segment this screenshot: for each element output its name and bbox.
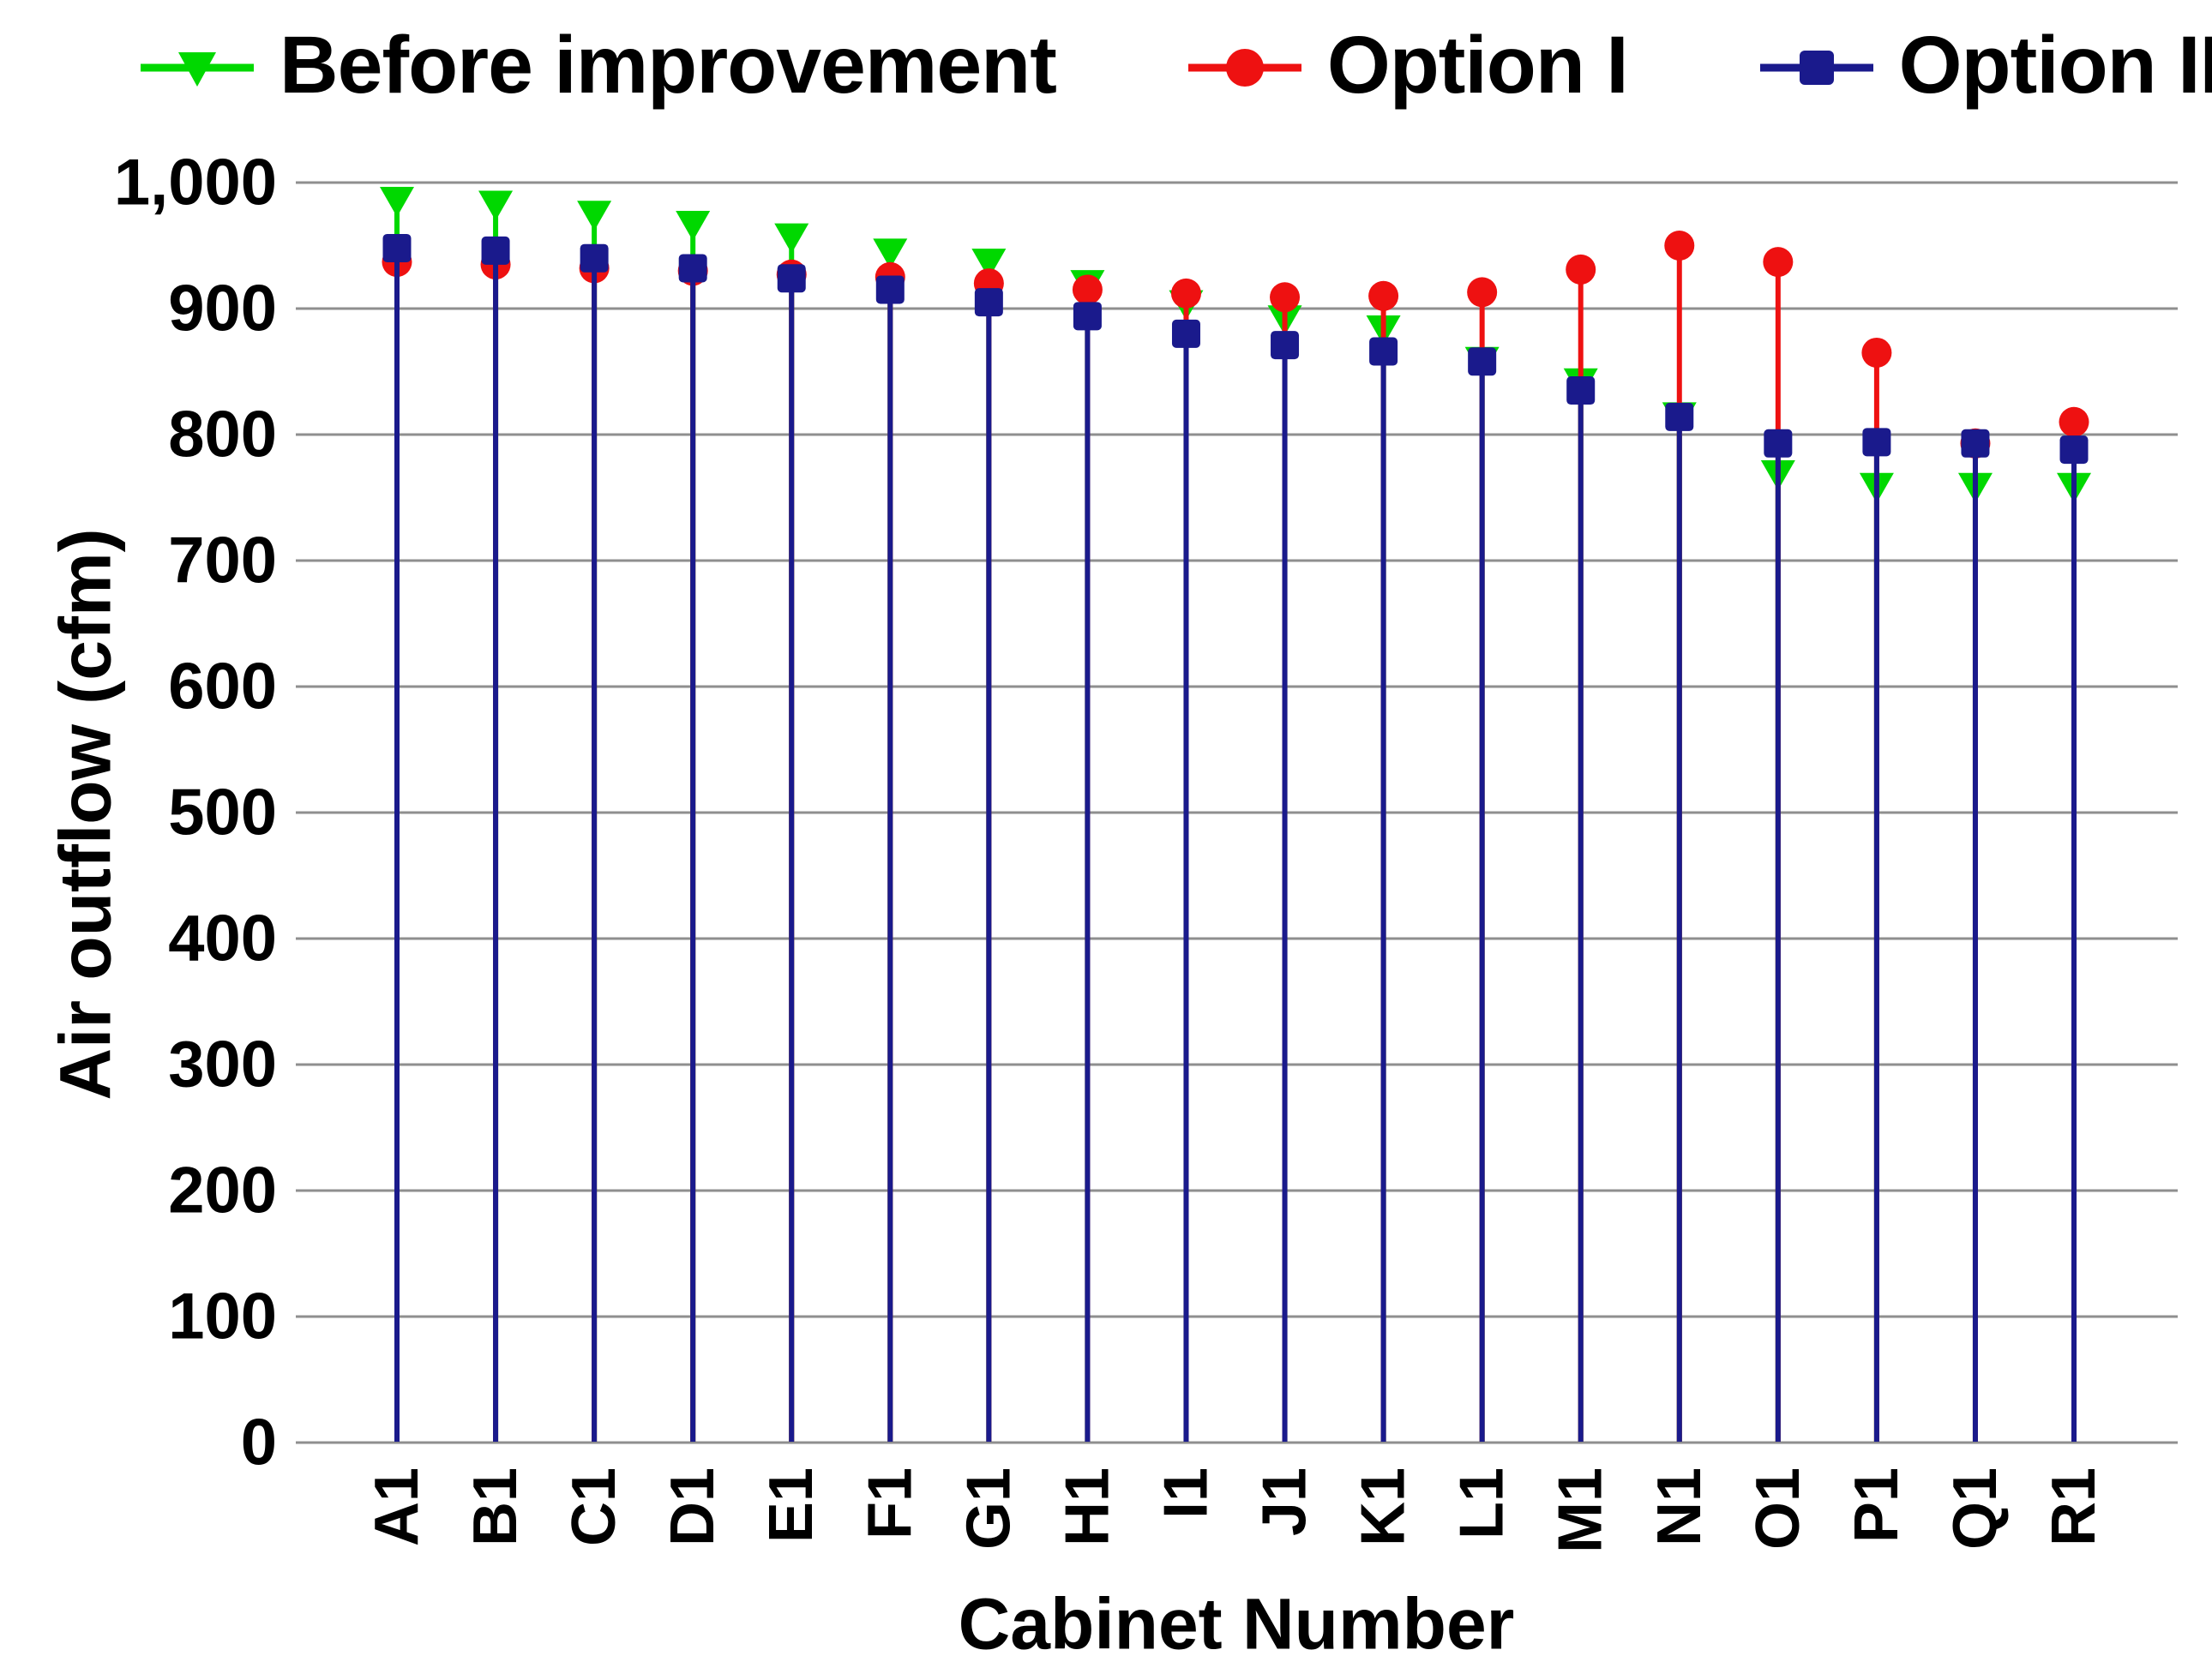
- y-tick-label: 500: [168, 777, 277, 849]
- y-tick-labels: 0 100 200 300 400 500 600 700 800 900 1,000: [114, 147, 277, 1479]
- y-tick-label: 900: [168, 273, 277, 345]
- x-category-labels: A1 B1 C1 D1 E1 F1 G1 H1 I1 J1 K1 L1 M1 N1 O1 P1 Q1 R1: [363, 1467, 2108, 1553]
- circle-icon: [1225, 48, 1264, 87]
- x-category-label: M1: [1547, 1467, 1615, 1553]
- data-point-marker: [1271, 331, 1300, 360]
- data-point-marker: [777, 264, 806, 293]
- x-category-label: N1: [1645, 1467, 1714, 1546]
- series-option-ii: [382, 233, 2089, 1442]
- x-category-label: B1: [461, 1467, 530, 1546]
- y-tick-label: 0: [241, 1407, 277, 1479]
- data-point-marker: [1171, 319, 1200, 348]
- data-point-marker: [1764, 429, 1793, 458]
- x-category-label: Q1: [1941, 1467, 2010, 1550]
- data-point-marker: [1566, 254, 1596, 285]
- x-category-label: P1: [1842, 1467, 1911, 1543]
- data-point-marker: [1270, 282, 1301, 313]
- x-axis-title: Cabinet Number: [958, 1583, 1515, 1665]
- data-point-marker: [974, 288, 1003, 317]
- data-point-marker: [1073, 302, 1102, 331]
- x-category-label: R1: [2040, 1467, 2108, 1546]
- series-before-improvement: [380, 187, 2092, 1442]
- x-category-label: D1: [658, 1467, 727, 1546]
- triangle-down-icon: [178, 51, 216, 87]
- x-category-label: L1: [1448, 1467, 1517, 1539]
- data-point-marker: [577, 201, 612, 231]
- data-point-marker: [580, 243, 609, 273]
- data-point-marker: [875, 275, 905, 304]
- data-point-marker: [2059, 435, 2089, 465]
- x-category-label: E1: [757, 1467, 826, 1543]
- data-point-marker: [1861, 337, 1892, 368]
- data-point-marker: [1368, 280, 1399, 311]
- data-point-marker: [382, 233, 412, 262]
- data-point-marker: [481, 236, 510, 265]
- legend-label: Before improvement: [280, 20, 1057, 111]
- data-point-marker: [380, 187, 414, 218]
- data-point-marker: [2059, 406, 2089, 437]
- y-tick-label: 400: [168, 903, 277, 975]
- legend-label: Option I: [1326, 20, 1629, 111]
- data-point-marker: [774, 223, 809, 254]
- data-point-marker: [1664, 231, 1695, 261]
- chart-legend: Before improvement Option I Option II: [137, 19, 2212, 112]
- y-tick-label: 200: [168, 1155, 277, 1227]
- x-category-label: K1: [1349, 1467, 1418, 1546]
- data-point-marker: [1468, 347, 1497, 376]
- data-point-marker: [1072, 274, 1103, 305]
- y-tick-label: 600: [168, 651, 277, 723]
- data-point-marker: [678, 254, 707, 283]
- circle-legend-marker-icon: [1187, 48, 1301, 87]
- data-point-marker: [1566, 376, 1596, 405]
- data-point-marker: [1665, 402, 1694, 431]
- square-legend-marker-icon: [1759, 50, 1873, 85]
- y-tick-label: 1,000: [114, 147, 277, 219]
- x-category-label: C1: [560, 1467, 628, 1546]
- x-category-label: F1: [856, 1467, 924, 1539]
- triangle-down-legend-marker-icon: [141, 51, 254, 87]
- y-tick-label: 100: [168, 1281, 277, 1353]
- x-category-label: H1: [1053, 1467, 1121, 1546]
- y-tick-label: 300: [168, 1029, 277, 1101]
- data-point-marker: [1369, 337, 1398, 366]
- data-point-marker: [1961, 429, 1990, 458]
- x-category-label: J1: [1251, 1467, 1319, 1536]
- legend-item: Option II: [1757, 19, 2212, 112]
- x-category-label: O1: [1744, 1467, 1812, 1550]
- legend-label: Option II: [1898, 20, 2212, 111]
- square-icon: [1799, 50, 1834, 85]
- x-category-label: G1: [954, 1467, 1023, 1550]
- data-point-marker: [478, 190, 514, 221]
- x-category-label: I1: [1151, 1467, 1220, 1519]
- series-option-i: [382, 231, 2089, 1442]
- legend-item: Option I: [1185, 19, 1629, 112]
- gridlines: [296, 181, 2178, 1444]
- data-point-marker: [873, 238, 908, 269]
- data-point-marker: [1467, 277, 1498, 308]
- y-tick-label: 800: [168, 399, 277, 471]
- data-point-marker: [971, 249, 1007, 279]
- data-point-marker: [676, 210, 711, 241]
- legend-item: Before improvement: [137, 19, 1057, 112]
- data-point-marker: [1763, 247, 1794, 278]
- x-category-label: A1: [363, 1467, 431, 1546]
- data-point-marker: [1862, 428, 1891, 457]
- data-point-marker: [1170, 278, 1201, 309]
- y-tick-label: 700: [168, 525, 277, 597]
